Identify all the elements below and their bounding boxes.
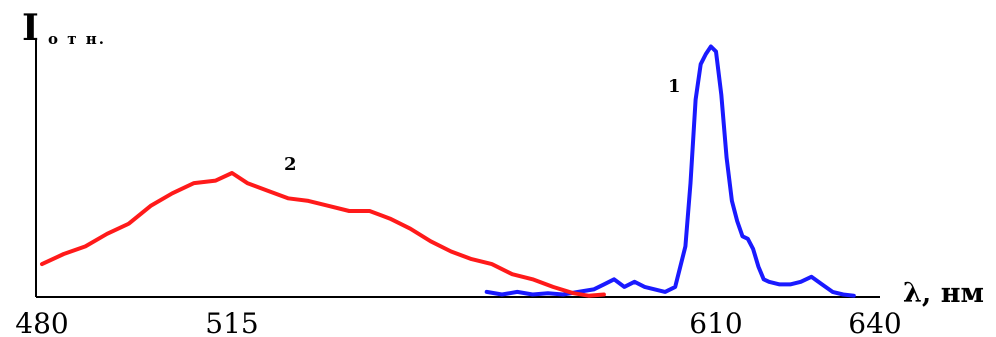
- x-axis-label: λ, нм: [903, 278, 984, 309]
- x-tick-labels: 480 515 610 640: [15, 307, 901, 337]
- y-axis-label-main: I: [22, 7, 39, 49]
- x-tick-label: 515: [205, 307, 258, 337]
- curve-label-1: 1: [668, 76, 681, 97]
- curve-label-2: 2: [284, 154, 297, 175]
- x-tick-label: 480: [15, 307, 68, 337]
- x-tick-label: 640: [848, 307, 901, 337]
- series-line-1: [484, 44, 856, 298]
- series-layer: [40, 44, 856, 298]
- curve-labels: 12: [284, 76, 681, 175]
- x-tick-label: 610: [689, 307, 742, 337]
- y-axis-label-sub: о т н.: [48, 30, 106, 48]
- axes: [35, 40, 880, 298]
- series-line-2: [40, 171, 606, 298]
